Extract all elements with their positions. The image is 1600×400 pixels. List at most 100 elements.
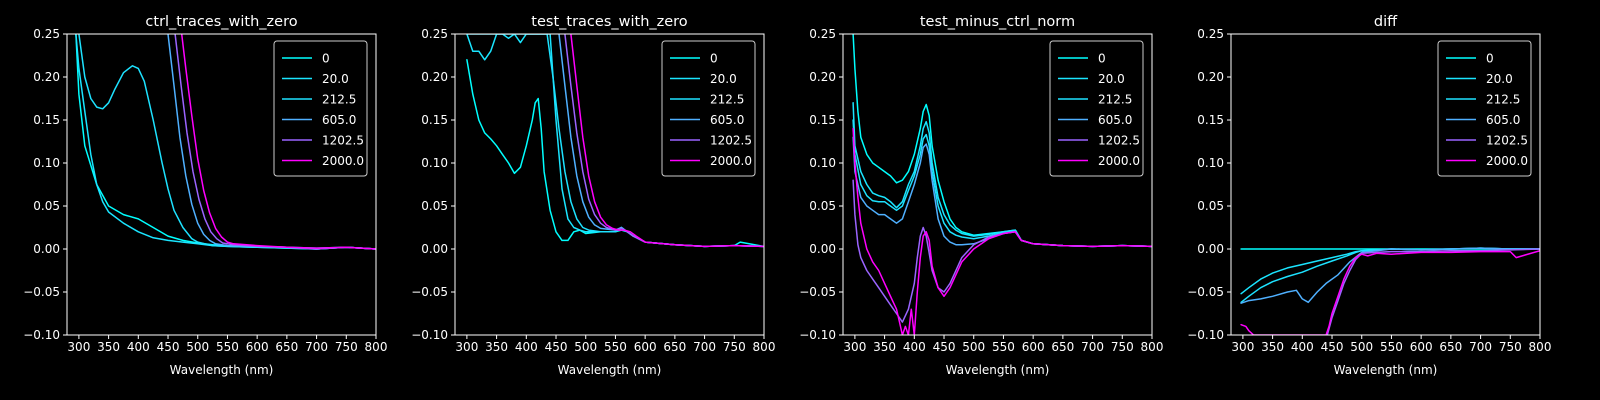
x-tick-label: 750 [1499, 340, 1522, 354]
y-tick-label: 0.10 [809, 156, 836, 170]
x-tick-label: 300 [843, 340, 866, 354]
series-group [852, 34, 1152, 335]
axes-frame [454, 33, 765, 336]
legend-label: 605.0 [322, 113, 356, 127]
legend: 0 20.0 212.5 605.0 1202.5 2000.0 [273, 40, 368, 177]
y-tick-label: −0.05 [1187, 285, 1224, 299]
legend-label: 0 [322, 52, 330, 66]
x-tick-label: 700 [1081, 340, 1104, 354]
x-axis-label: Wavelength (nm) [1334, 363, 1438, 377]
x-tick-label: 550 [216, 340, 239, 354]
y-tick-label: 0.00 [809, 242, 836, 256]
legend-box [1049, 40, 1144, 177]
x-tick-label: 550 [992, 340, 1015, 354]
y-tick-label: 0.05 [33, 199, 60, 213]
legend-label: 212.5 [322, 93, 356, 107]
legend-label: 1202.5 [1486, 134, 1528, 148]
y-tick-label: 0.15 [1197, 113, 1224, 127]
x-tick-label: 450 [933, 340, 956, 354]
legend-label: 212.5 [710, 93, 744, 107]
legend-label: 605.0 [1098, 113, 1132, 127]
legend-label: 0 [710, 52, 718, 66]
legend-label: 605.0 [1486, 113, 1520, 127]
x-tick-label: 500 [574, 340, 597, 354]
axes-frame [66, 33, 377, 336]
y-tick-label: 0.10 [421, 156, 448, 170]
x-tick-label: 800 [1529, 340, 1552, 354]
x-tick-label: 600 [1410, 340, 1433, 354]
y-tick-label: 0.25 [1197, 27, 1224, 41]
x-tick-label: 450 [157, 340, 180, 354]
series-line-2000.0 [180, 34, 376, 250]
y-tick-label: 0.00 [421, 242, 448, 256]
x-tick-label: 800 [1141, 340, 1164, 354]
legend-label: 1202.5 [322, 134, 364, 148]
chart-panel-4: 300 350 400 450 500 550 600 650 700 750 800 −0.10 −0… [1187, 14, 1551, 377]
x-tick-label: 800 [365, 340, 388, 354]
x-tick-label: 700 [305, 340, 328, 354]
legend-label: 2000.0 [322, 154, 364, 168]
legend-label: 20.0 [1098, 72, 1125, 86]
legend-label: 1202.5 [710, 134, 752, 148]
x-axis-label: Wavelength (nm) [170, 363, 274, 377]
legend: 0 20.0 212.5 605.0 1202.5 2000.0 [661, 40, 756, 177]
chart-panel-3: 300 350 400 450 500 550 600 650 700 750 800 −0.10 −0… [799, 14, 1163, 377]
chart-title: diff [1374, 14, 1398, 30]
y-tick-label: 0.20 [1197, 70, 1224, 84]
x-tick-label: 450 [1321, 340, 1344, 354]
x-tick-label: 800 [753, 340, 776, 354]
x-tick-label: 300 [1231, 340, 1254, 354]
legend-box [273, 40, 368, 177]
series-line-2000.0 [1240, 249, 1540, 335]
x-tick-label: 350 [485, 340, 508, 354]
x-tick-label: 550 [1380, 340, 1403, 354]
y-tick-label: 0.05 [1197, 199, 1224, 213]
y-tick-label: 0.20 [33, 70, 60, 84]
legend-label: 2000.0 [1098, 154, 1140, 168]
legend-label: 605.0 [710, 113, 744, 127]
legend-label: 20.0 [710, 72, 737, 86]
y-tick-label: −0.10 [799, 328, 836, 342]
y-tick-label: 0.15 [421, 113, 448, 127]
x-tick-label: 350 [873, 340, 896, 354]
x-tick-label: 650 [663, 340, 686, 354]
x-tick-label: 700 [1469, 340, 1492, 354]
x-tick-label: 400 [127, 340, 150, 354]
series-line-1202.5 [1326, 248, 1540, 335]
chart-title: test_traces_with_zero [531, 14, 688, 30]
series-line-212.5 [1240, 247, 1540, 304]
legend-label: 212.5 [1486, 93, 1520, 107]
legend-label: 2000.0 [710, 154, 752, 168]
y-tick-label: 0.25 [33, 27, 60, 41]
x-tick-label: 300 [455, 340, 478, 354]
y-tick-label: 0.10 [33, 156, 60, 170]
y-tick-label: −0.10 [23, 328, 60, 342]
series-line-20.0 [1240, 247, 1540, 295]
legend-label: 2000.0 [1486, 154, 1528, 168]
legend-label: 0 [1098, 52, 1106, 66]
y-tick-label: −0.10 [1187, 328, 1224, 342]
y-tick-label: −0.10 [411, 328, 448, 342]
series-group [466, 34, 764, 248]
x-tick-label: 750 [723, 340, 746, 354]
legend-label: 1202.5 [1098, 134, 1140, 148]
x-tick-label: 350 [1261, 340, 1284, 354]
series-line-2000.0 [570, 34, 764, 248]
y-tick-label: −0.05 [799, 285, 836, 299]
series-line-2000.0 [852, 127, 1152, 335]
legend: 0 20.0 212.5 605.0 1202.5 2000.0 [1049, 40, 1144, 177]
series-line-212.5 [78, 34, 376, 250]
x-tick-label: 400 [515, 340, 538, 354]
y-tick-label: −0.05 [23, 285, 60, 299]
x-tick-label: 300 [67, 340, 90, 354]
legend-box [661, 40, 756, 177]
x-tick-label: 400 [1291, 340, 1314, 354]
series-group [1240, 247, 1540, 335]
y-tick-label: 0.20 [421, 70, 448, 84]
legend-label: 20.0 [322, 72, 349, 86]
x-tick-label: 350 [97, 340, 120, 354]
y-tick-label: 0.25 [421, 27, 448, 41]
x-tick-label: 650 [1439, 340, 1462, 354]
x-tick-label: 700 [693, 340, 716, 354]
